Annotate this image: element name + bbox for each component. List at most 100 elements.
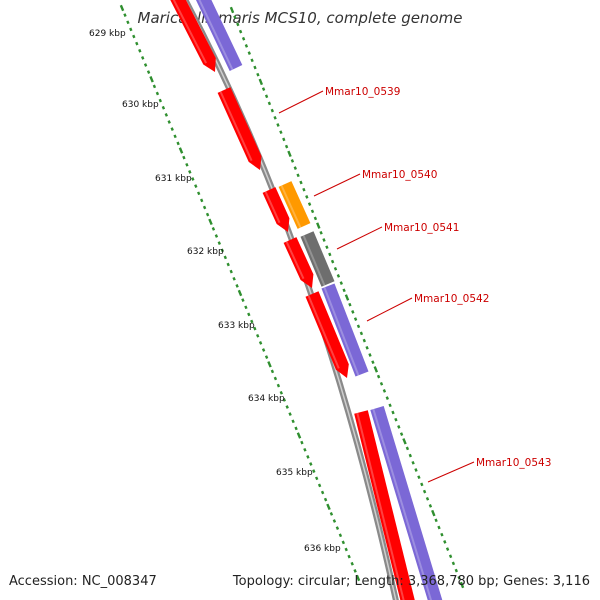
major-tick bbox=[431, 509, 436, 517]
minor-tick bbox=[356, 324, 361, 329]
minor-tick bbox=[300, 440, 304, 445]
gene-label: Mmar10_0543 bbox=[476, 457, 551, 469]
kbp-tick-label: 636 kbp bbox=[304, 544, 341, 554]
major-tick bbox=[316, 222, 321, 229]
major-tick bbox=[229, 6, 235, 14]
minor-tick bbox=[317, 483, 322, 488]
minor-tick bbox=[288, 412, 292, 416]
minor-tick bbox=[414, 468, 418, 472]
minor-tick bbox=[191, 177, 195, 181]
minor-tick bbox=[173, 134, 177, 139]
major-tick bbox=[237, 289, 243, 297]
minor-tick bbox=[223, 255, 227, 260]
minor-tick bbox=[256, 72, 260, 77]
cds-forward-segment bbox=[262, 187, 290, 232]
minor-tick bbox=[376, 374, 381, 379]
minor-tick bbox=[457, 575, 461, 580]
major-tick bbox=[355, 574, 361, 582]
minor-tick bbox=[155, 91, 160, 96]
minor-tick bbox=[437, 525, 441, 530]
minor-tick bbox=[359, 331, 364, 336]
minor-tick bbox=[247, 312, 251, 317]
minor-tick bbox=[182, 155, 186, 160]
minor-tick bbox=[141, 56, 145, 60]
cds-forward-segment bbox=[283, 237, 314, 288]
minor-tick bbox=[161, 105, 166, 110]
major-tick bbox=[119, 4, 125, 12]
kbp-tick-label: 635 kbp bbox=[276, 468, 313, 478]
major-tick bbox=[267, 361, 272, 368]
minor-tick bbox=[270, 108, 274, 113]
minor-tick bbox=[146, 70, 151, 74]
minor-tick bbox=[253, 326, 257, 331]
minor-tick bbox=[211, 227, 216, 231]
minor-tick bbox=[261, 348, 266, 352]
minor-tick bbox=[353, 317, 358, 321]
minor-tick bbox=[322, 238, 326, 242]
gene-label: Mmar10_0541 bbox=[384, 222, 459, 234]
minor-tick bbox=[261, 87, 266, 91]
minor-tick bbox=[351, 310, 355, 314]
minor-tick bbox=[382, 389, 387, 393]
kbp-tick-label: 634 kbp bbox=[248, 394, 285, 404]
minor-tick bbox=[353, 569, 357, 573]
minor-tick bbox=[348, 302, 352, 307]
gene-label-leader bbox=[427, 461, 475, 483]
cds-forward-segment bbox=[170, 0, 216, 72]
minor-tick bbox=[205, 212, 210, 217]
minor-tick bbox=[244, 305, 248, 310]
minor-tick bbox=[440, 532, 444, 537]
minor-tick bbox=[258, 341, 263, 345]
minor-tick bbox=[241, 298, 245, 302]
minor-tick bbox=[291, 419, 295, 424]
minor-tick bbox=[338, 533, 343, 538]
kbp-tick-label: 629 kbp bbox=[89, 29, 126, 39]
major-tick bbox=[208, 218, 213, 226]
minor-tick bbox=[143, 63, 148, 67]
minor-tick bbox=[285, 405, 289, 409]
minor-tick bbox=[167, 120, 171, 124]
minor-tick bbox=[220, 248, 224, 253]
minor-tick bbox=[129, 27, 133, 32]
minor-tick bbox=[303, 447, 307, 452]
minor-tick bbox=[336, 274, 341, 278]
minor-tick bbox=[135, 41, 139, 46]
major-tick bbox=[178, 147, 184, 154]
major-tick bbox=[287, 150, 292, 158]
minor-tick bbox=[138, 48, 142, 53]
minor-tick bbox=[443, 540, 447, 544]
minor-tick bbox=[391, 410, 395, 415]
minor-tick bbox=[250, 58, 254, 63]
minor-tick bbox=[273, 376, 278, 381]
minor-tick bbox=[238, 29, 243, 34]
minor-tick bbox=[232, 276, 236, 281]
minor-tick bbox=[241, 36, 246, 41]
minor-tick bbox=[420, 482, 424, 487]
minor-tick bbox=[371, 360, 375, 365]
ticks-layer bbox=[119, 4, 465, 589]
minor-tick bbox=[276, 383, 281, 388]
minor-tick bbox=[434, 518, 438, 523]
minor-tick bbox=[330, 259, 335, 264]
minor-tick bbox=[217, 241, 221, 245]
minor-tick bbox=[233, 15, 237, 20]
minor-tick bbox=[333, 266, 338, 271]
kbp-tick-label: 631 kbp bbox=[155, 174, 192, 184]
minor-tick bbox=[202, 205, 207, 210]
minor-tick bbox=[256, 333, 260, 338]
cds-reverse-segment bbox=[321, 283, 369, 377]
minor-tick bbox=[315, 476, 319, 481]
gene-label: Mmar10_0540 bbox=[362, 169, 437, 181]
minor-tick bbox=[350, 561, 354, 566]
minor-tick bbox=[341, 540, 345, 545]
orange-feature bbox=[278, 181, 311, 229]
minor-tick bbox=[342, 288, 346, 293]
minor-tick bbox=[214, 234, 219, 238]
minor-tick bbox=[158, 98, 162, 103]
major-tick bbox=[258, 78, 264, 86]
minor-tick bbox=[197, 191, 201, 196]
minor-tick bbox=[170, 127, 174, 131]
major-tick bbox=[326, 503, 331, 511]
kbp-tick-label: 633 kbp bbox=[218, 321, 255, 331]
